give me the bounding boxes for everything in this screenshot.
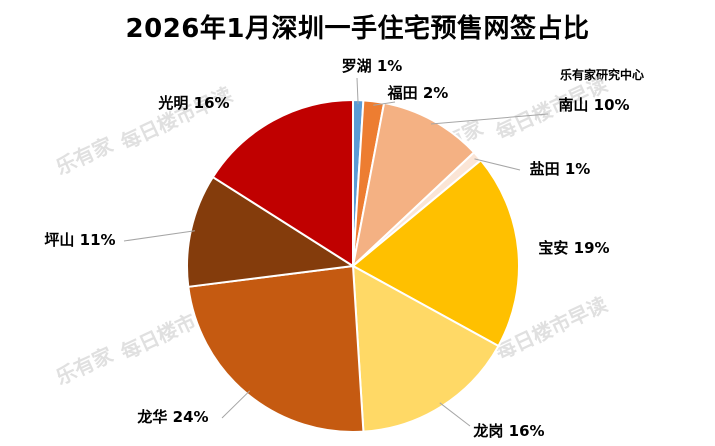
pie-slice bbox=[351, 264, 500, 433]
leader-line bbox=[373, 101, 396, 106]
source-note: 乐有家研究中心 bbox=[560, 68, 645, 82]
slice-label: 南山 10% bbox=[558, 96, 629, 114]
slice-label: 光明 16% bbox=[157, 94, 229, 112]
slice-label: 龙岗 16% bbox=[472, 422, 544, 440]
pie-slice bbox=[351, 101, 476, 269]
watermark-text: 每日楼市早读 bbox=[117, 82, 236, 154]
leader-line bbox=[474, 158, 521, 171]
slice-label: 盐田 1% bbox=[530, 160, 591, 178]
leader-line bbox=[439, 402, 471, 427]
watermark-brand: 乐有家 bbox=[52, 132, 117, 180]
slice-label: 坪山 11% bbox=[44, 231, 115, 249]
slice-label: 罗湖 1% bbox=[342, 57, 403, 75]
pie-slice bbox=[351, 158, 521, 348]
chart-title: 2026年1月深圳一手住宅预售网签占比 bbox=[125, 14, 590, 44]
leader-line bbox=[123, 230, 195, 242]
pie-slice bbox=[211, 98, 354, 268]
watermark-brand: 乐有家 bbox=[52, 342, 117, 390]
leader-line bbox=[430, 113, 549, 125]
leader-line bbox=[221, 390, 251, 419]
slice-label: 福田 2% bbox=[387, 84, 449, 102]
pie-slice bbox=[186, 175, 356, 288]
slice-label: 宝安 19% bbox=[538, 239, 609, 257]
slice-label: 龙华 24% bbox=[136, 408, 208, 426]
pie-slice bbox=[187, 264, 365, 433]
leader-line bbox=[356, 77, 359, 105]
